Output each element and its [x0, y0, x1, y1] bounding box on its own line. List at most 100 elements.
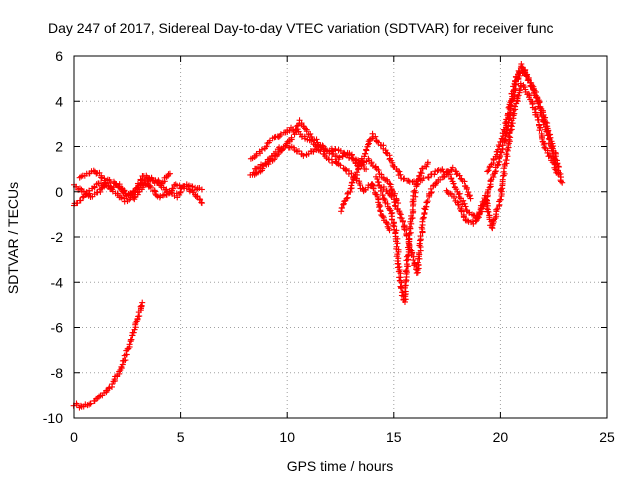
data-point — [73, 402, 80, 409]
data-point — [256, 165, 263, 172]
data-point — [406, 223, 413, 230]
data-point — [105, 385, 112, 392]
data-point — [425, 174, 432, 181]
data-point — [465, 189, 472, 196]
data-point — [342, 152, 349, 159]
data-point — [485, 208, 492, 215]
data-point — [472, 217, 479, 224]
data-point — [338, 205, 345, 212]
data-point — [474, 213, 481, 220]
x-tick-label: 0 — [70, 429, 78, 445]
data-point — [323, 148, 330, 155]
data-point — [485, 167, 492, 174]
data-point — [101, 179, 108, 186]
data-point — [536, 127, 543, 134]
data-point — [519, 64, 526, 71]
data-point — [378, 187, 385, 194]
data-point — [147, 184, 154, 191]
series-arc-g — [250, 143, 393, 234]
data-point — [198, 200, 205, 207]
data-point — [349, 179, 356, 186]
data-point — [359, 185, 366, 192]
data-point — [443, 168, 450, 175]
data-point — [317, 148, 324, 155]
data-point — [498, 149, 505, 156]
data-point — [422, 206, 429, 213]
data-point — [494, 162, 501, 169]
data-point — [509, 120, 516, 127]
data-point — [157, 193, 164, 200]
data-point — [374, 175, 381, 182]
data-point — [170, 185, 177, 192]
data-point — [537, 124, 544, 131]
data-point — [427, 185, 434, 192]
data-point — [130, 329, 137, 336]
x-tick-label: 5 — [177, 429, 185, 445]
data-point — [153, 192, 160, 199]
data-point — [548, 148, 555, 155]
data-point — [463, 186, 470, 193]
data-point — [263, 143, 270, 150]
data-point — [395, 200, 402, 207]
series-arc-d — [70, 299, 146, 411]
data-point — [424, 159, 431, 166]
data-point — [186, 188, 193, 195]
data-point — [365, 141, 372, 148]
data-point — [400, 176, 407, 183]
data-point — [413, 181, 420, 188]
data-point — [300, 152, 307, 159]
data-point — [370, 185, 377, 192]
data-point — [376, 204, 383, 211]
data-point — [337, 162, 344, 169]
data-point — [424, 198, 431, 205]
data-point — [118, 185, 125, 192]
data-point — [386, 180, 393, 187]
data-point — [489, 225, 496, 232]
data-point — [495, 146, 502, 153]
series-arc-m — [484, 61, 559, 175]
data-point — [396, 274, 403, 281]
data-point — [172, 181, 179, 188]
tick-labels: 0 5 10 15 20 25 -10 -8 -6 -4 -2 0 2 4 6 — [43, 48, 615, 445]
data-point — [397, 211, 404, 218]
data-point — [171, 181, 178, 188]
data-point — [399, 217, 406, 224]
data-point — [414, 180, 421, 187]
data-point — [555, 163, 562, 170]
data-point — [455, 202, 462, 209]
data-point — [122, 192, 129, 199]
data-point — [131, 194, 138, 201]
data-point — [262, 159, 269, 166]
data-point — [543, 123, 550, 130]
data-point — [458, 208, 465, 215]
data-point — [395, 255, 402, 262]
data-point — [447, 171, 454, 178]
data-point — [158, 180, 165, 187]
data-point — [508, 123, 515, 130]
data-point — [77, 197, 84, 204]
data-point — [363, 166, 370, 173]
data-point — [375, 167, 382, 174]
data-point — [262, 160, 269, 167]
data-point — [106, 176, 113, 183]
data-point — [189, 183, 196, 190]
data-point — [336, 154, 343, 161]
axis-ticks — [73, 55, 608, 419]
data-point — [288, 134, 295, 141]
data-point — [483, 205, 490, 212]
data-point — [137, 181, 144, 188]
data-point — [282, 143, 289, 150]
data-point — [350, 175, 357, 182]
data-point — [424, 199, 431, 206]
data-point — [253, 150, 260, 157]
data-points — [70, 61, 566, 411]
data-point — [402, 288, 409, 295]
grid — [74, 56, 607, 418]
data-point — [537, 104, 544, 111]
y-tick-label: -2 — [51, 229, 64, 245]
data-point — [98, 174, 105, 181]
data-point — [408, 212, 415, 219]
data-point — [410, 257, 417, 264]
data-point — [134, 316, 141, 323]
data-point — [404, 244, 411, 251]
